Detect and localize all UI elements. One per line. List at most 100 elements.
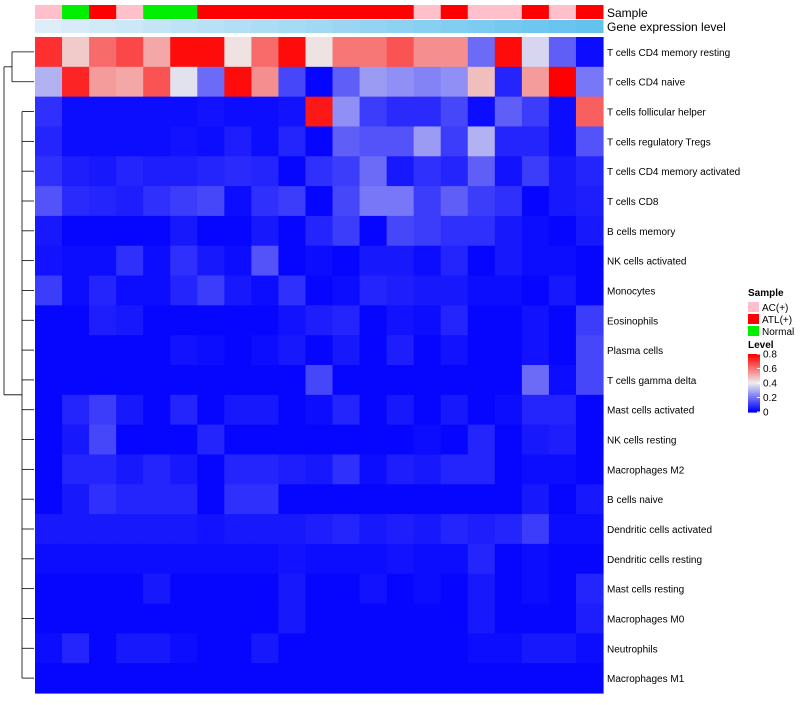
legend-level-tick-label: 0	[763, 408, 769, 419]
heatmap-cell	[359, 543, 388, 575]
heatmap-cell	[332, 514, 361, 545]
heatmap-cell	[494, 275, 523, 306]
legend-level-gradient-step	[748, 356, 760, 359]
heatmap-cell	[116, 186, 144, 217]
expression-annotation-cell	[386, 20, 415, 33]
sample-annotation-cell	[440, 5, 469, 19]
heatmap-cell	[575, 186, 604, 217]
heatmap-cell	[224, 156, 252, 187]
heatmap-cell	[224, 126, 252, 157]
heatmap-cell	[521, 96, 550, 128]
heatmap-cell	[575, 543, 604, 575]
row-label: T cells CD4 memory activated	[607, 167, 740, 178]
heatmap-cell	[89, 186, 117, 217]
expression-annotation-cell	[494, 20, 523, 33]
legend-sample-swatch	[748, 326, 759, 336]
heatmap-cell	[332, 245, 361, 277]
heatmap-cell	[89, 126, 117, 157]
heatmap-cell	[548, 305, 577, 336]
row-label: Mast cells resting	[607, 585, 684, 596]
heatmap-cell	[251, 424, 280, 456]
heatmap-cell	[521, 37, 550, 68]
legend-sample-label: AC(+)	[762, 303, 788, 314]
heatmap-cell	[467, 126, 496, 157]
heatmap-cell	[170, 394, 198, 426]
heatmap-cell	[305, 156, 334, 187]
expression-annotation-cell	[413, 20, 442, 33]
legend-level-gradient-step	[748, 391, 760, 394]
legend-level-gradient-step	[748, 393, 760, 396]
heatmap-cell	[386, 126, 415, 157]
heatmap-cell	[224, 365, 252, 396]
legend-sample: Sample AC(+)ATL(+)Normal	[748, 288, 794, 338]
heatmap-cell	[494, 126, 523, 157]
heatmap-cell	[467, 305, 496, 336]
heatmap-cell	[467, 454, 496, 485]
heatmap-cell	[89, 573, 117, 605]
heatmap-cell	[170, 454, 198, 485]
heatmap-cell	[278, 663, 307, 694]
expression-annotation-cell	[35, 20, 63, 33]
heatmap-cell	[413, 484, 442, 515]
heatmap-cell	[170, 156, 198, 187]
heatmap-cell	[548, 37, 577, 68]
legend-level-gradient-step	[748, 368, 760, 371]
legend-level-gradient-step	[748, 362, 760, 365]
heatmap-cell	[170, 305, 198, 336]
row-label: Neutrophils	[607, 644, 658, 655]
heatmap-cell	[467, 245, 496, 277]
heatmap-cell	[251, 37, 280, 68]
heatmap-cell	[440, 66, 469, 98]
legend-level-tick-label: 0.2	[763, 393, 777, 404]
heatmap-cell	[89, 37, 117, 68]
heatmap-cell	[170, 573, 198, 605]
heatmap-cell	[35, 484, 63, 515]
heatmap-cell	[116, 156, 144, 187]
heatmap-cell	[359, 603, 388, 634]
heatmap-cell	[62, 215, 90, 247]
heatmap-cell	[278, 573, 307, 605]
heatmap-cell	[116, 96, 144, 128]
heatmap-cell	[332, 275, 361, 306]
heatmap-cell	[305, 305, 334, 336]
heatmap-cell	[143, 156, 171, 187]
heatmap-cell	[89, 543, 117, 575]
heatmap-cell	[116, 543, 144, 575]
heatmap-cell	[305, 454, 334, 485]
heatmap-cell	[143, 573, 171, 605]
sample-annotation-cell	[521, 5, 550, 19]
heatmap-cell	[494, 365, 523, 396]
heatmap-cell	[386, 514, 415, 545]
heatmap-cell	[440, 543, 469, 575]
heatmap-cell	[170, 424, 198, 456]
heatmap-cell	[467, 186, 496, 217]
sample-annotation-cell	[89, 5, 117, 19]
heatmap-cell	[62, 365, 90, 396]
heatmap-cell	[359, 96, 388, 128]
heatmap-cell	[224, 424, 252, 456]
legend-level-gradient-step	[748, 385, 760, 388]
heatmap-cell	[386, 335, 415, 366]
heatmap-cell	[89, 305, 117, 336]
heatmap-cell	[359, 365, 388, 396]
heatmap-cell	[197, 275, 225, 306]
heatmap-cell	[494, 394, 523, 426]
heatmap-cell	[89, 394, 117, 426]
heatmap-cell	[332, 633, 361, 664]
heatmap-cell	[521, 156, 550, 187]
heatmap-cell	[170, 96, 198, 128]
heatmap-cell	[332, 603, 361, 634]
heatmap-cell	[62, 245, 90, 277]
heatmap-cell	[197, 573, 225, 605]
heatmap-cell	[35, 96, 63, 128]
sample-annotation-cell	[548, 5, 577, 19]
heatmap-cell	[197, 454, 225, 485]
heatmap-cell	[35, 454, 63, 485]
heatmap-cell	[521, 126, 550, 157]
heatmap-cell	[521, 573, 550, 605]
sample-annotation-cell	[413, 5, 442, 19]
heatmap-cell	[521, 186, 550, 217]
heatmap-cell	[494, 186, 523, 217]
heatmap-cell	[413, 633, 442, 664]
heatmap-cell	[494, 663, 523, 694]
